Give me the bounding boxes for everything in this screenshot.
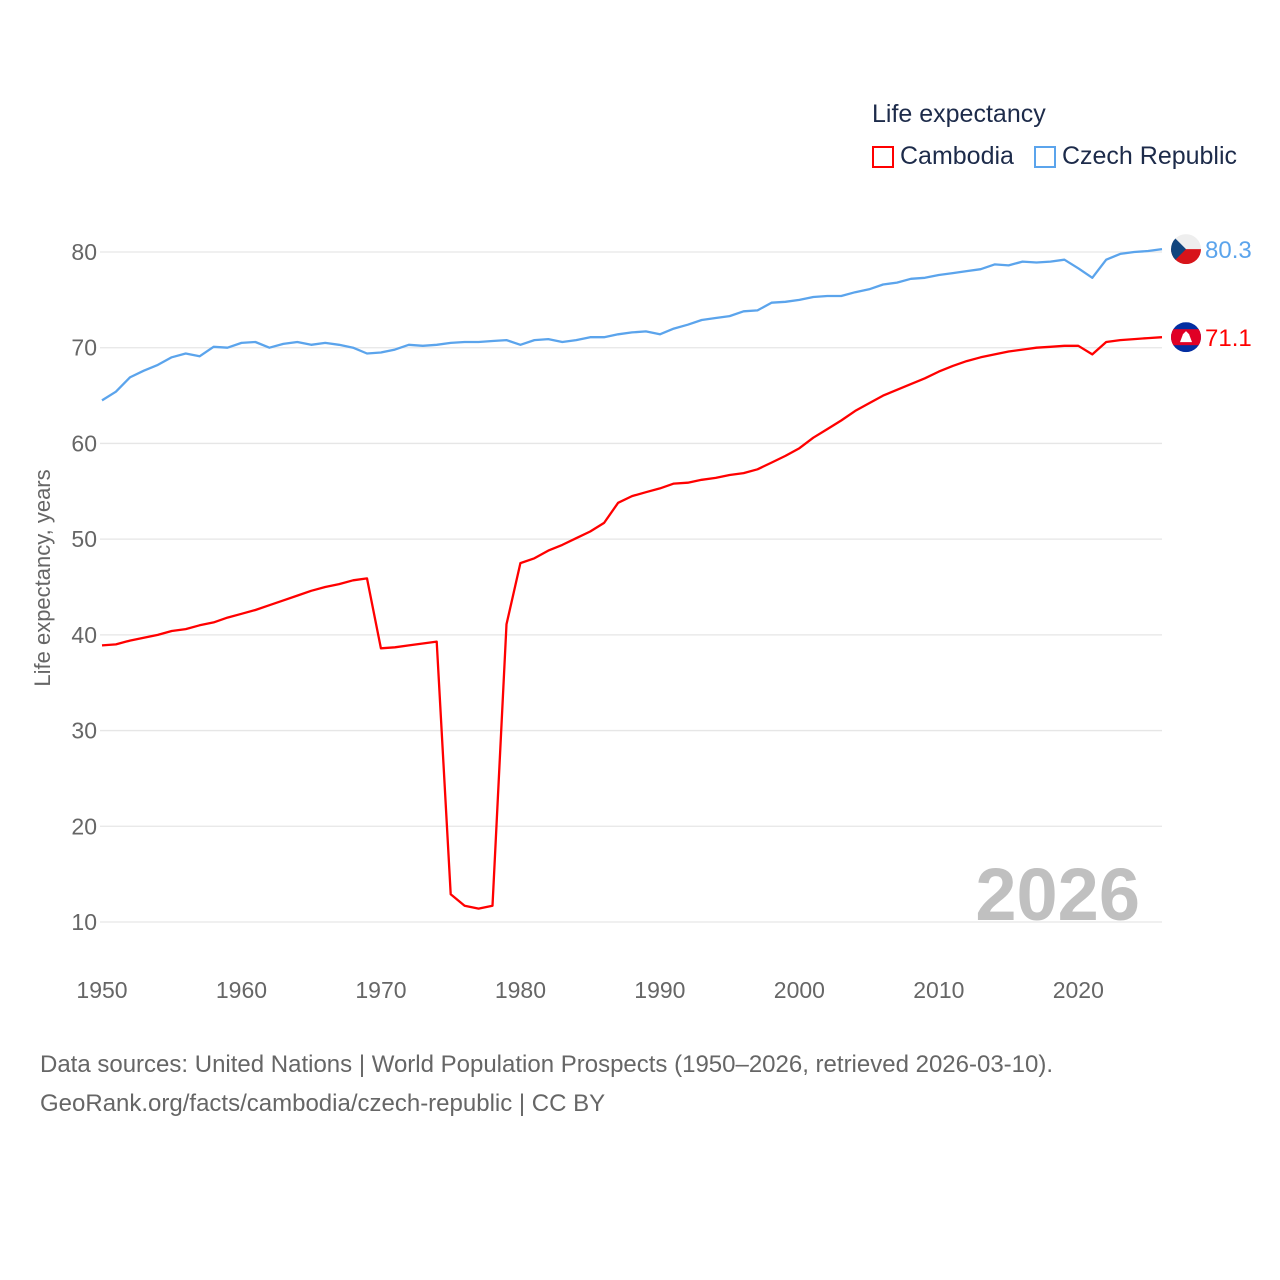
- flag-body: [1171, 322, 1201, 353]
- y-tick-label: 10: [71, 909, 97, 935]
- y-axis-label: Life expectancy, years: [30, 469, 55, 686]
- y-tick-label: 80: [71, 239, 97, 265]
- legend-label: Czech Republic: [1061, 142, 1238, 170]
- end-value-label-czech-republic: 80.3: [1205, 237, 1252, 264]
- y-tick-label: 50: [71, 526, 97, 552]
- end-value-label-cambodia: 71.1: [1205, 325, 1252, 352]
- flag-blue-triangle: [1171, 234, 1186, 265]
- y-tick-label: 70: [71, 335, 97, 361]
- y-tick-label: 20: [71, 813, 97, 839]
- legend-swatch-czech-republic: [1033, 145, 1056, 168]
- x-tick-label: 1960: [216, 977, 267, 1003]
- flag-icon-czech-republic: [1171, 234, 1201, 265]
- series-line-czech-republic: [101, 247, 1163, 402]
- flag-temple: [1180, 331, 1192, 343]
- legend-item-czech-republic[interactable]: Czech Republic: [1033, 142, 1238, 171]
- source-url[interactable]: GeoRank.org/facts/cambodia/czech-republi…: [40, 1090, 606, 1117]
- legend-title: Life expectancy: [872, 100, 1046, 128]
- series-line-cambodia: [101, 336, 1163, 910]
- legend-swatch-cambodia: [872, 145, 894, 168]
- y-tick-label: 30: [71, 718, 97, 744]
- x-tick-label: 1950: [76, 977, 127, 1003]
- x-tick-label: 2020: [1053, 977, 1104, 1003]
- legend-item-cambodia[interactable]: Cambodia: [872, 142, 1014, 171]
- x-tick-label: 1990: [634, 977, 685, 1003]
- y-tick-label: 60: [71, 430, 97, 456]
- x-tick-label: 1980: [495, 977, 546, 1003]
- source-note: Data sources: United Nations | World Pop…: [40, 1045, 1053, 1123]
- x-tick-label: 2010: [913, 977, 964, 1003]
- y-tick-label: 40: [71, 622, 97, 648]
- legend: Cambodia Czech Republic: [872, 142, 1257, 171]
- x-tick-label: 2000: [774, 977, 825, 1003]
- year-watermark: 2026: [975, 853, 1140, 936]
- x-tick-label: 1970: [355, 977, 406, 1003]
- flag-icon-cambodia: [1171, 322, 1201, 353]
- flag-body: [1171, 234, 1201, 265]
- source-line: Data sources: United Nations | World Pop…: [40, 1051, 1054, 1078]
- legend-label: Cambodia: [900, 142, 1014, 170]
